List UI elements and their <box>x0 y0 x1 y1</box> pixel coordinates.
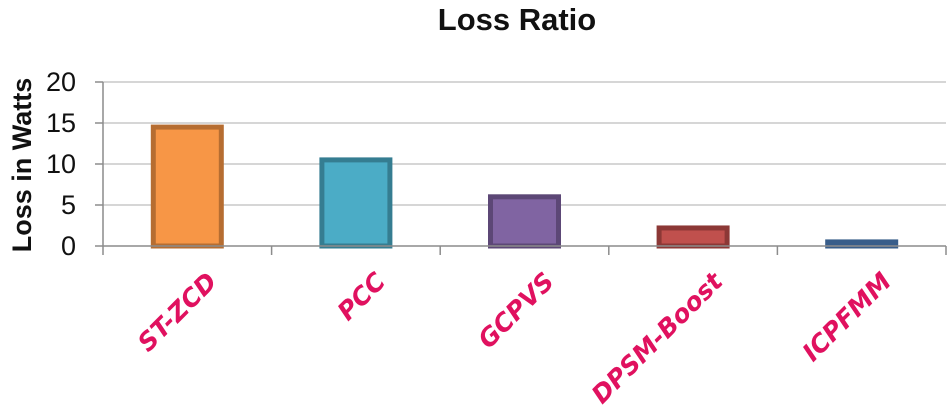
x-tick-labels: ST-ZCD PCC GCPVS DPSM-Boost ICPFMM <box>132 266 897 409</box>
x-tick-label: DPSM-Boost <box>586 266 729 409</box>
chart-title: Loss Ratio <box>438 2 596 37</box>
x-tick-label: ST-ZCD <box>132 267 223 358</box>
y-tick-label: 10 <box>46 149 76 179</box>
bar-gcpvs <box>488 194 561 249</box>
gridlines <box>95 81 946 247</box>
x-tick-label: ICPFMM <box>797 267 897 367</box>
x-tick-label: GCPVS <box>472 267 559 354</box>
bars <box>150 124 899 249</box>
bar-st-zcd <box>150 124 224 249</box>
bar-pcc <box>319 157 393 249</box>
x-tick-label: PCC <box>332 266 392 326</box>
x-axis <box>102 82 947 255</box>
y-tick-labels: 0 5 10 15 20 <box>46 67 76 261</box>
y-axis-label: Loss in Watts <box>7 78 37 253</box>
y-tick-label: 20 <box>46 67 76 97</box>
y-tick-label: 5 <box>61 190 76 220</box>
y-tick-label: 0 <box>61 231 76 261</box>
y-tick-label: 15 <box>46 108 76 138</box>
bar-dpsm-boost <box>656 225 730 249</box>
